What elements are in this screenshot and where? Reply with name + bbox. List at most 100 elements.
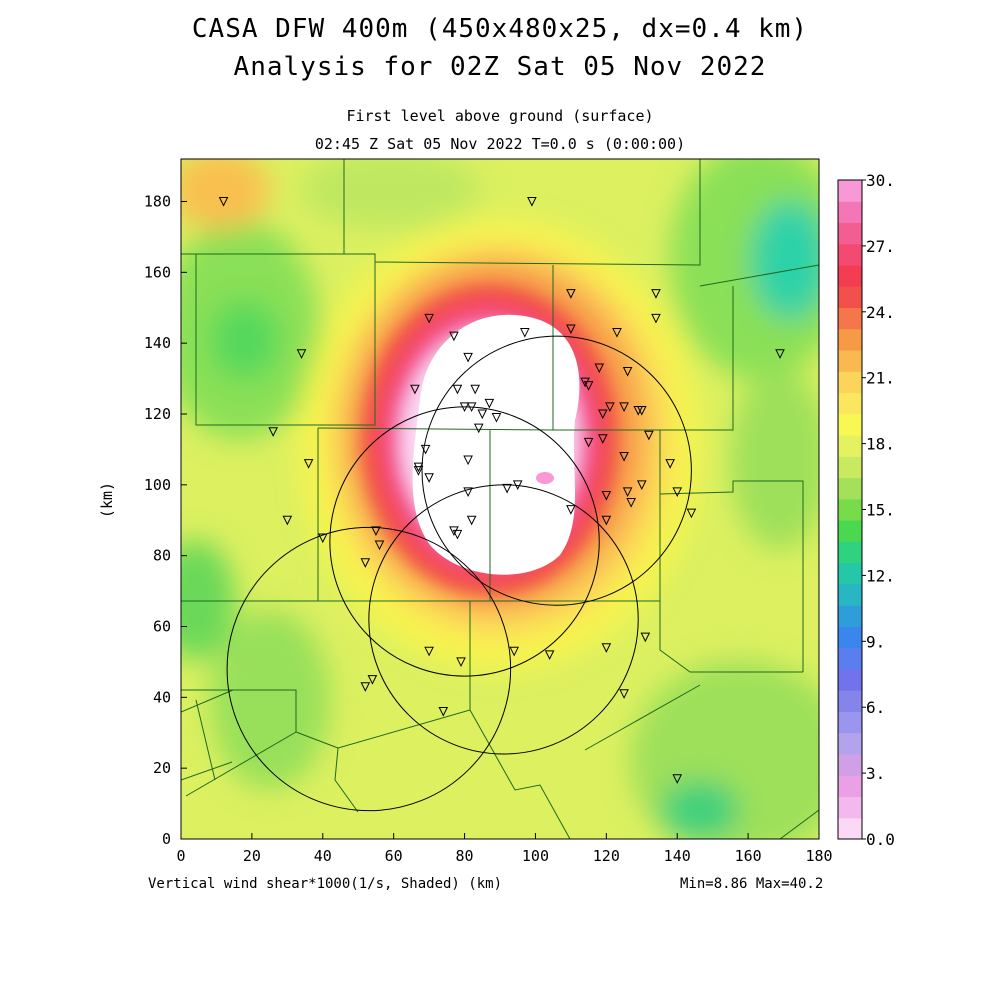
colorbar-swatch (838, 562, 862, 585)
colorbar-label: 9. (866, 632, 885, 651)
station-marker (360, 558, 371, 568)
station-marker (268, 427, 278, 437)
colorbar-swatch (838, 477, 862, 500)
station-marker (594, 363, 605, 374)
colorbar-swatch (838, 732, 862, 755)
station-marker (583, 381, 594, 391)
station-marker (218, 197, 229, 207)
colorbar-swatch (838, 435, 862, 457)
station-marker (477, 409, 488, 420)
colorbar-swatch (838, 350, 862, 372)
station-marker (622, 367, 633, 377)
station-marker (413, 466, 424, 476)
station-marker (463, 352, 473, 363)
station-marker (672, 774, 683, 784)
station-marker (367, 675, 378, 685)
axes: 0 20 40 60 80 100 120 140 160 180 0 20 40 60 80 100 120 1… (144, 193, 833, 866)
x-tick-label: 20 (243, 847, 261, 865)
station-marker (303, 459, 314, 469)
station-marker (566, 505, 576, 515)
colorbar-swatch (838, 328, 862, 351)
station-marker (672, 487, 683, 498)
station-marker (601, 490, 612, 501)
colorbar-label: 21. (866, 369, 895, 388)
station-marker (544, 650, 555, 660)
station-marker (520, 328, 530, 338)
colorbar-swatch (838, 265, 862, 287)
station-marker (622, 487, 633, 498)
level-label: First level above ground (surface) (346, 107, 654, 125)
x-tick-label: 140 (664, 847, 691, 865)
station-marker (424, 473, 434, 483)
radar-range-circle (421, 335, 692, 606)
station-marker (597, 434, 608, 444)
colorbar-label: 18. (866, 435, 895, 454)
radar-range-circle (329, 406, 600, 677)
colorbar-swatch (838, 753, 862, 776)
x-tick-label: 100 (522, 847, 549, 865)
station-marker (601, 643, 612, 653)
station-marker (651, 289, 661, 299)
station-marker (509, 646, 519, 657)
colorbar-label: 30. (866, 171, 895, 190)
colorbar-swatch (838, 668, 862, 691)
variable-label: Vertical wind shear*1000(1/s, Shaded) (k… (148, 876, 503, 892)
chart-title: CASA DFW 400m (450x480x25, dx=0.4 km) (191, 14, 809, 44)
colorbar-swatch (838, 647, 862, 670)
station-marker (282, 515, 293, 526)
station-marker (470, 384, 480, 395)
colorbar-label: 6. (866, 698, 885, 717)
station-marker (473, 423, 484, 434)
colorbar-swatch (838, 498, 862, 521)
colorbar-label: 0.0 (866, 830, 895, 849)
station-marker (566, 324, 576, 335)
colorbar-swatch (838, 796, 862, 819)
x-tick-label: 0 (176, 847, 185, 865)
station-marker (452, 384, 463, 395)
y-tick-label: 180 (144, 193, 171, 211)
colorbar-swatch (838, 243, 862, 266)
y-tick-label: 120 (144, 405, 171, 423)
colorbar-swatch (838, 392, 862, 415)
station-marker (466, 402, 477, 413)
colorbar-swatch (838, 456, 862, 479)
station-marker (512, 480, 523, 490)
station-marker (371, 526, 381, 536)
station-marker (491, 413, 502, 423)
station-marker (686, 508, 697, 519)
colorbar-swatch (838, 222, 862, 245)
station-marker (583, 437, 594, 448)
station-marker (410, 384, 420, 395)
colorbar-label: 24. (866, 303, 895, 322)
station-marker (775, 349, 785, 359)
station-marker (640, 632, 651, 643)
station-marker (424, 313, 434, 324)
y-tick-label: 80 (153, 547, 171, 565)
station-marker (644, 430, 654, 441)
station-marker (424, 646, 434, 657)
station-marker (463, 455, 473, 466)
x-tick-label: 80 (456, 847, 474, 865)
station-marker (360, 682, 371, 692)
station-marker (449, 331, 459, 342)
station-marker (456, 657, 466, 668)
colorbar-swatch (838, 775, 862, 797)
time-label: 02:45 Z Sat 05 Nov 2022 T=0.0 s (0:00:00… (314, 135, 686, 153)
station-marker (296, 349, 307, 359)
station-marker (651, 313, 661, 324)
colorbar-swatch (838, 413, 862, 436)
y-tick-label: 60 (153, 618, 171, 636)
station-marker (626, 498, 636, 508)
station-marker (597, 409, 608, 420)
y-tick-label: 40 (153, 688, 171, 706)
y-tick-label: 100 (144, 476, 171, 494)
station-marker (502, 483, 512, 494)
station-marker (438, 707, 449, 717)
colorbar-label: 12. (866, 566, 895, 585)
colorbar-swatch (838, 711, 862, 734)
x-tick-label: 40 (314, 847, 332, 865)
y-axis-label: (km) (98, 482, 116, 518)
colorbar-swatch (838, 371, 862, 394)
station-marker (452, 529, 463, 540)
